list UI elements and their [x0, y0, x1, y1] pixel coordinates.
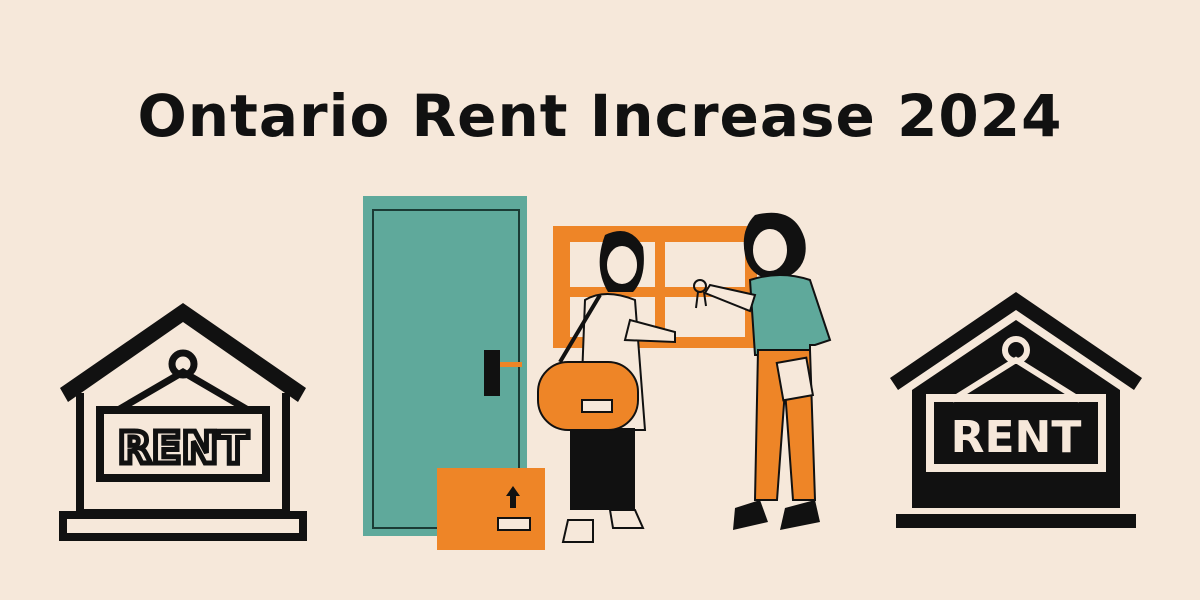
keys-icon — [693, 279, 707, 309]
landlord-figure — [703, 212, 832, 530]
right-rent-label: RENT — [951, 412, 1082, 463]
house-rent-sign-filled-icon: RENT — [890, 292, 1142, 528]
duffel-bag-icon — [537, 293, 639, 431]
house-rent-sign-outline-icon: RENT — [59, 303, 307, 541]
box-icon — [437, 468, 545, 550]
move-in-illustration — [363, 196, 832, 550]
tenant-figure — [537, 231, 676, 543]
left-rent-label: RENT — [118, 423, 249, 474]
page-title: Ontario Rent Increase 2024 — [137, 82, 1063, 150]
